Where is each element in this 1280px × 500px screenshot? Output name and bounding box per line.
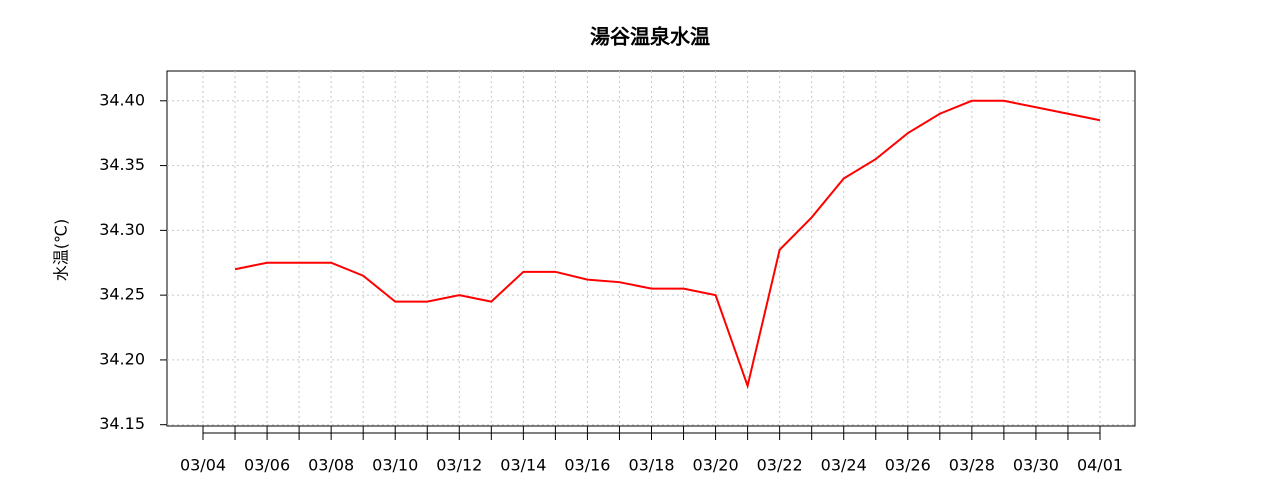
y-tick-label: 34.15	[99, 414, 145, 433]
y-tick-label: 34.30	[99, 220, 145, 239]
x-tick-label: 04/01	[1077, 456, 1123, 475]
y-tick-label: 34.40	[99, 90, 145, 109]
x-tick-label: 03/08	[308, 456, 354, 475]
y-tick-label: 34.25	[99, 285, 145, 304]
x-tick-label: 03/14	[500, 456, 546, 475]
x-tick-label: 03/12	[436, 456, 482, 475]
x-tick-label: 03/24	[821, 456, 867, 475]
x-tick-label: 03/30	[1013, 456, 1059, 475]
data-line	[234, 99, 1101, 390]
y-tick-label: 34.20	[99, 349, 145, 368]
x-tick-label: 03/26	[885, 456, 931, 475]
x-tick-label: 03/18	[628, 456, 674, 475]
x-tick-label: 03/20	[693, 456, 739, 475]
x-tick-label: 03/22	[757, 456, 803, 475]
chart-title: 湯谷温泉水温	[590, 25, 710, 49]
x-tick-label: 03/10	[372, 456, 418, 475]
y-tick-label: 34.35	[99, 155, 145, 174]
x-tick-label: 03/04	[180, 456, 226, 475]
x-tick-label: 03/28	[949, 456, 995, 475]
x-tick-label: 03/16	[564, 456, 610, 475]
x-tick-label: 03/06	[244, 456, 290, 475]
y-axis-label: 水温(℃)	[52, 219, 71, 281]
